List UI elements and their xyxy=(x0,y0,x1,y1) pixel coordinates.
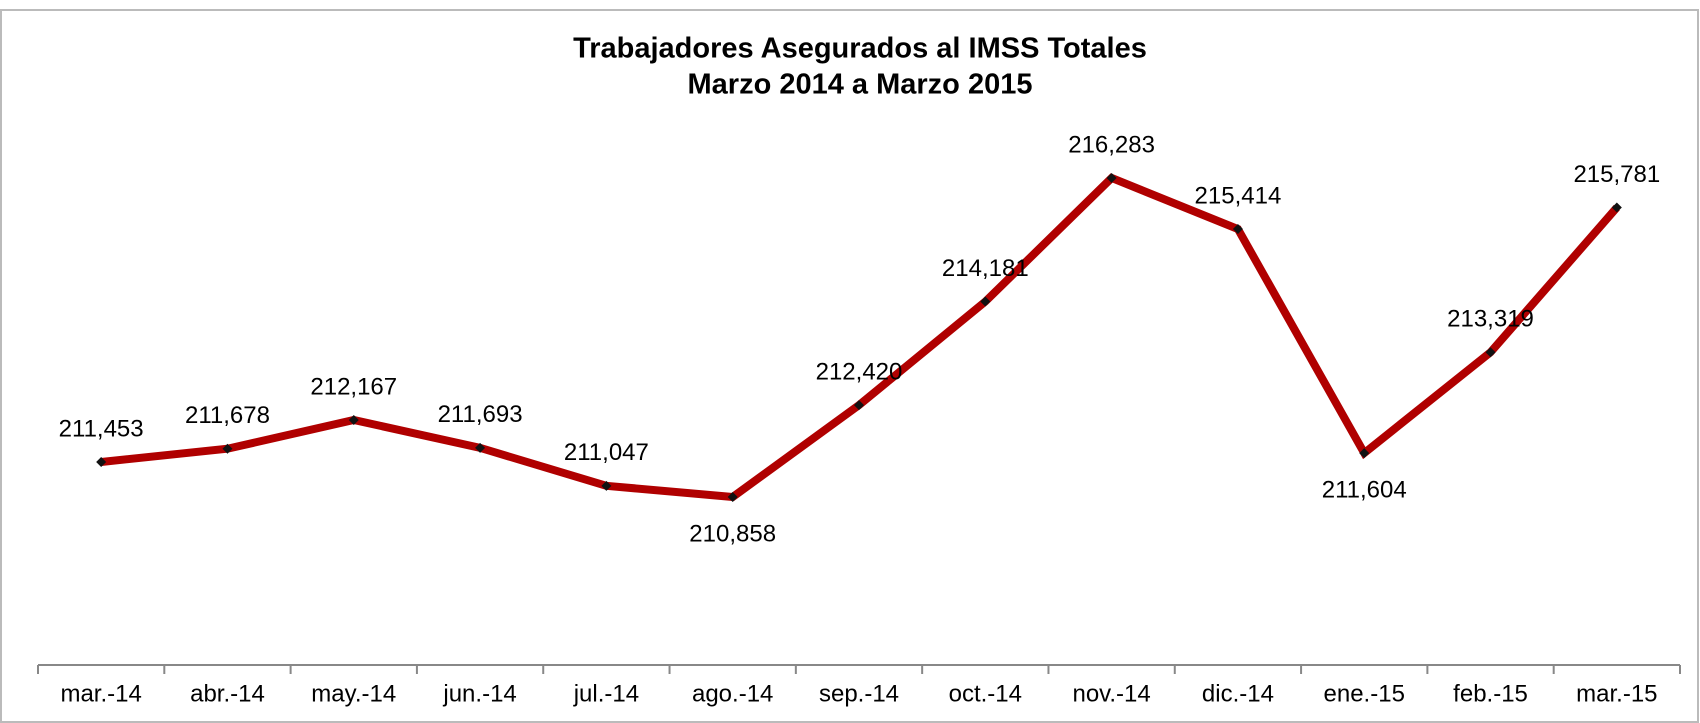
data-label: 215,781 xyxy=(1573,161,1660,188)
x-tick-label: dic.-14 xyxy=(1202,680,1274,707)
point-marker xyxy=(1359,448,1370,459)
x-tick-label: abr.-14 xyxy=(190,680,265,707)
data-label: 213,319 xyxy=(1447,306,1534,333)
x-tick-label: ene.-15 xyxy=(1324,680,1405,707)
data-label: 211,604 xyxy=(1322,476,1407,503)
point-marker xyxy=(1485,347,1496,358)
point-marker xyxy=(348,414,359,425)
point-marker xyxy=(854,400,864,411)
data-label: 211,047 xyxy=(564,439,649,466)
x-tick-label: jun.-14 xyxy=(442,680,516,707)
data-label: 214,181 xyxy=(942,255,1029,282)
x-tick-label: may.-14 xyxy=(311,680,396,707)
point-marker xyxy=(1106,172,1117,183)
point-marker xyxy=(96,456,107,467)
chart-title: Trabajadores Asegurados al IMSS Totales xyxy=(573,33,1147,65)
data-label: 211,453 xyxy=(59,415,144,442)
point-marker xyxy=(475,442,486,453)
point-marker xyxy=(1232,224,1243,235)
x-tick-label: oct.-14 xyxy=(949,680,1022,707)
x-tick-label: jul.-14 xyxy=(573,680,639,707)
data-label: 211,678 xyxy=(185,402,270,429)
x-tick-label: mar.-14 xyxy=(60,680,141,707)
data-label: 211,693 xyxy=(438,401,523,428)
point-marker xyxy=(727,491,738,502)
point-marker xyxy=(601,480,612,491)
data-label: 216,283 xyxy=(1068,131,1155,158)
point-marker xyxy=(1611,202,1622,213)
x-tick-label: nov.-14 xyxy=(1072,680,1150,707)
x-tick-label: sep.-14 xyxy=(819,680,899,707)
point-marker xyxy=(980,296,991,307)
data-label: 212,167 xyxy=(310,373,397,400)
chart-frame xyxy=(0,9,1699,723)
point-marker xyxy=(222,443,233,454)
data-label: 210,858 xyxy=(689,520,776,547)
data-label: 215,414 xyxy=(1195,182,1282,209)
data-label: 212,420 xyxy=(816,358,903,385)
chart-subtitle: Marzo 2014 a Marzo 2015 xyxy=(688,69,1033,101)
x-tick-label: ago.-14 xyxy=(692,680,773,707)
x-tick-label: feb.-15 xyxy=(1453,680,1528,707)
x-tick-label: mar.-15 xyxy=(1576,680,1657,707)
